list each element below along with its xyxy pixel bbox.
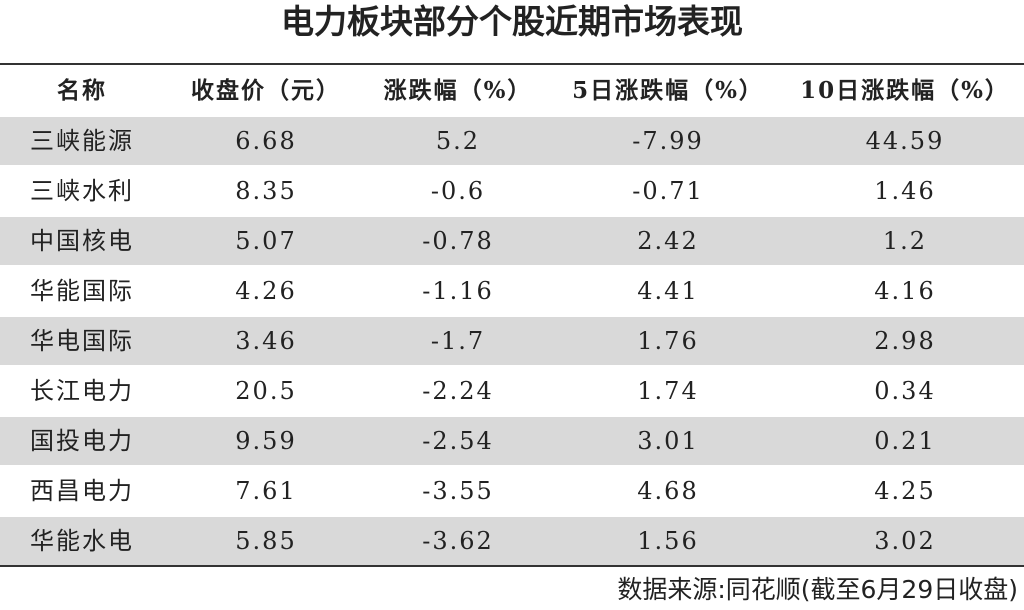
column-header: 10日涨跌幅（%） [800, 77, 1010, 104]
value-cell: 1.76 [637, 327, 699, 355]
value-cell: 3.02 [874, 527, 936, 555]
value-cell: 0.21 [874, 427, 936, 455]
row-band [0, 217, 1024, 265]
value-cell: 9.59 [235, 427, 297, 455]
row-band [0, 317, 1024, 365]
value-cell: -7.99 [632, 127, 704, 155]
title: 电力板块部分个股近期市场表现 [281, 2, 743, 41]
value-cell: 20.5 [235, 377, 297, 405]
value-cell: 5.07 [235, 227, 297, 255]
value-cell: -0.71 [632, 177, 704, 205]
column-header: 名称 [57, 77, 107, 104]
value-cell: -2.24 [422, 377, 494, 405]
value-cell: 2.98 [874, 327, 936, 355]
value-cell: 1.56 [637, 527, 699, 555]
stock-name: 西昌电力 [30, 477, 134, 505]
row-band [0, 117, 1024, 165]
value-cell: 5.85 [235, 527, 297, 555]
value-cell: 1.2 [882, 227, 928, 255]
value-cell: -3.62 [422, 527, 494, 555]
value-cell: -0.78 [422, 227, 494, 255]
row-band [0, 517, 1024, 565]
bottom-rule [0, 565, 1024, 567]
value-cell: 4.26 [235, 277, 297, 305]
value-cell: 4.25 [874, 477, 936, 505]
value-cell: 0.34 [874, 377, 936, 405]
value-cell: 2.42 [637, 227, 699, 255]
value-cell: 4.41 [637, 277, 699, 305]
value-cell: -1.7 [430, 327, 486, 355]
value-cell: 3.46 [235, 327, 297, 355]
value-cell: 5.2 [435, 127, 481, 155]
value-cell: 6.68 [235, 127, 297, 155]
value-cell: 4.68 [637, 477, 699, 505]
stock-name: 长江电力 [30, 377, 134, 405]
value-cell: -2.54 [422, 427, 494, 455]
value-cell: -0.6 [430, 177, 486, 205]
stock-name: 华能水电 [30, 527, 134, 555]
stock-name: 国投电力 [30, 427, 134, 455]
value-cell: -1.16 [422, 277, 494, 305]
value-cell: 1.46 [874, 177, 936, 205]
column-header: 收盘价（元） [191, 77, 341, 104]
stock-name: 三峡能源 [30, 127, 134, 155]
stock-name: 中国核电 [30, 227, 134, 255]
value-cell: 3.01 [637, 427, 699, 455]
top-rule [0, 63, 1024, 65]
value-cell: 4.16 [874, 277, 936, 305]
value-cell: 44.59 [865, 127, 945, 155]
value-cell: 8.35 [235, 177, 297, 205]
value-cell: 1.74 [637, 377, 699, 405]
stock-name: 华电国际 [30, 327, 134, 355]
value-cell: -3.55 [422, 477, 494, 505]
stock-name: 华能国际 [30, 277, 134, 305]
column-header: 5日涨跌幅（%） [572, 77, 764, 104]
stock-name: 三峡水利 [30, 177, 134, 205]
column-header: 涨跌幅（%） [383, 77, 533, 104]
row-band [0, 417, 1024, 465]
value-cell: 7.61 [235, 477, 297, 505]
source-note: 数据来源:同花顺(截至6月29日收盘) [617, 575, 1018, 604]
